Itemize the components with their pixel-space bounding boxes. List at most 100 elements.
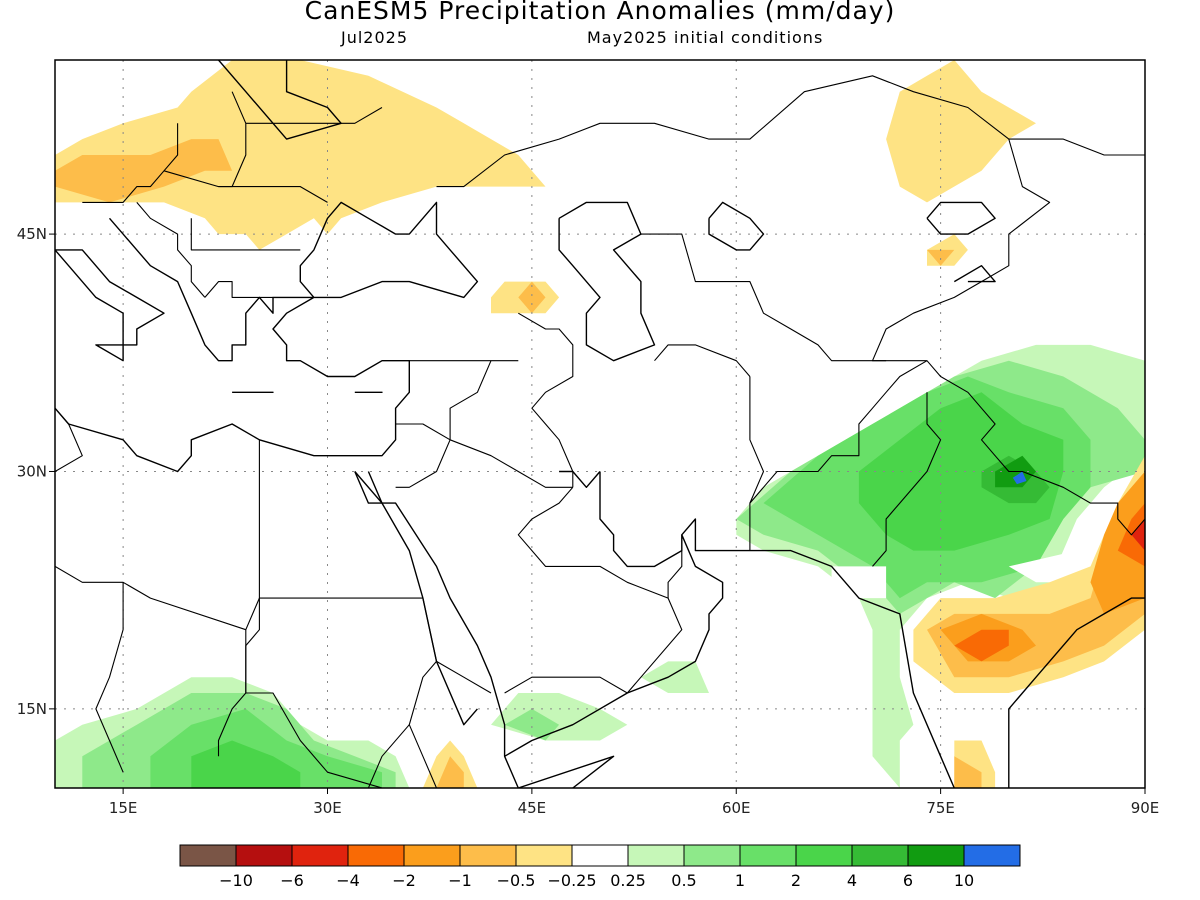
country-border xyxy=(749,376,765,504)
colorbar-swatch xyxy=(459,844,517,867)
colorbar-swatch xyxy=(179,844,237,867)
coastline xyxy=(558,201,656,362)
country-border xyxy=(871,138,1145,536)
colorbar-swatch xyxy=(627,844,685,867)
anomaly-region-14 xyxy=(831,566,887,599)
anomaly-region-19 xyxy=(1090,471,1145,614)
colorbar-swatch xyxy=(963,844,1021,867)
colorbar-swatch xyxy=(907,844,965,867)
country-border xyxy=(395,423,451,441)
coastline xyxy=(381,502,478,726)
anomaly-region-33 xyxy=(640,661,709,693)
valid-month-label: Jul2025 xyxy=(341,28,409,47)
country-border xyxy=(258,439,423,599)
anomaly-region-2 xyxy=(55,139,233,203)
lon-tick-label: 45E xyxy=(518,799,547,817)
map-axes: 15E 30E 45E 60E 75E 90E 45N 30N 15N xyxy=(17,225,1160,817)
coastline xyxy=(926,201,996,235)
anomaly-region-31 xyxy=(491,693,628,741)
coastline xyxy=(953,265,996,283)
colorbar-label: −0.5 xyxy=(497,871,536,890)
colorbar-swatch xyxy=(683,844,741,867)
anomaly-region-20 xyxy=(954,629,1009,662)
country-border xyxy=(640,233,887,362)
coastline xyxy=(708,201,765,251)
map-frame xyxy=(54,59,1146,789)
country-border xyxy=(654,344,751,377)
country-border xyxy=(367,724,410,788)
colorbar-swatch xyxy=(403,844,461,867)
country-border xyxy=(517,486,683,694)
initial-conditions-label: May2025 initial conditions xyxy=(587,28,824,47)
lat-tick-label: 15N xyxy=(17,700,47,718)
country-border xyxy=(82,170,165,203)
lon-tick-label: 60E xyxy=(722,799,751,817)
lat-tick-label: 30N xyxy=(17,462,47,480)
country-border xyxy=(408,597,438,788)
country-border xyxy=(245,107,383,124)
country-border xyxy=(190,218,301,251)
colorbar-label: −0.25 xyxy=(547,871,596,890)
coastline xyxy=(354,471,383,504)
colorbar-swatch xyxy=(571,844,629,867)
country-border xyxy=(436,75,1145,188)
lon-tick-label: 30E xyxy=(313,799,342,817)
colorbar-label: 2 xyxy=(791,871,801,890)
coastlines-and-borders xyxy=(55,60,1145,788)
lon-tick-label: 75E xyxy=(926,799,955,817)
country-border xyxy=(55,565,246,631)
colorbar-label: −6 xyxy=(280,871,304,890)
colorbar-swatch xyxy=(291,844,349,867)
colorbar-swatch xyxy=(235,844,293,867)
coastline xyxy=(559,470,601,488)
lon-tick-label: 90E xyxy=(1131,799,1160,817)
country-border xyxy=(504,676,628,694)
lon-tick-label: 15E xyxy=(109,799,138,817)
map-title: CanESM5 Precipitation Anomalies (mm/day) xyxy=(304,0,896,25)
coastline xyxy=(599,471,683,568)
colorbar-label: −10 xyxy=(219,871,253,890)
coastline xyxy=(503,755,615,788)
country-border xyxy=(217,597,260,757)
country-border xyxy=(218,186,328,203)
country-border xyxy=(204,281,273,298)
country-border xyxy=(395,439,451,488)
coastline xyxy=(354,471,1145,788)
anomaly-region-10 xyxy=(858,392,1064,551)
country-border xyxy=(55,407,83,472)
graticule xyxy=(55,60,1145,788)
coastline xyxy=(55,201,479,473)
lat-tick-label: 45N xyxy=(17,225,47,243)
colorbar-label: −4 xyxy=(336,871,360,890)
colorbar-label: 10 xyxy=(954,871,974,890)
anomaly-region-32 xyxy=(504,708,560,741)
anomaly-region-22 xyxy=(1131,519,1145,551)
colorbar-swatch xyxy=(515,844,573,867)
country-border xyxy=(95,582,124,773)
anomaly-shading xyxy=(55,60,1145,788)
anomaly-region-0 xyxy=(55,60,546,250)
country-border xyxy=(436,660,492,694)
coastline xyxy=(55,249,165,362)
anomaly-region-13 xyxy=(1012,471,1027,485)
colorbar-label: 6 xyxy=(903,871,913,890)
anomaly-region-6 xyxy=(927,249,955,266)
colorbar-swatch xyxy=(795,844,853,867)
colorbar-label: −1 xyxy=(448,871,472,890)
country-border xyxy=(245,598,260,693)
country-border xyxy=(667,550,683,599)
colorbar: −10 −6 −4 −2 −1 −0.5 −0.25 0.25 0.5 1 2 4 6 10 xyxy=(179,844,1021,890)
colorbar-label: 1 xyxy=(735,871,745,890)
anomaly-region-26 xyxy=(436,756,464,788)
colorbar-label: 0.25 xyxy=(610,871,646,890)
anomaly-region-24 xyxy=(954,756,982,788)
country-border xyxy=(449,360,573,488)
country-border xyxy=(872,392,942,567)
anomaly-region-3 xyxy=(518,281,546,314)
colorbar-label: 4 xyxy=(847,871,857,890)
colorbar-label: 0.5 xyxy=(671,871,696,890)
country-border xyxy=(136,202,206,298)
colorbar-label: −2 xyxy=(392,871,416,890)
colorbar-swatch xyxy=(851,844,909,867)
